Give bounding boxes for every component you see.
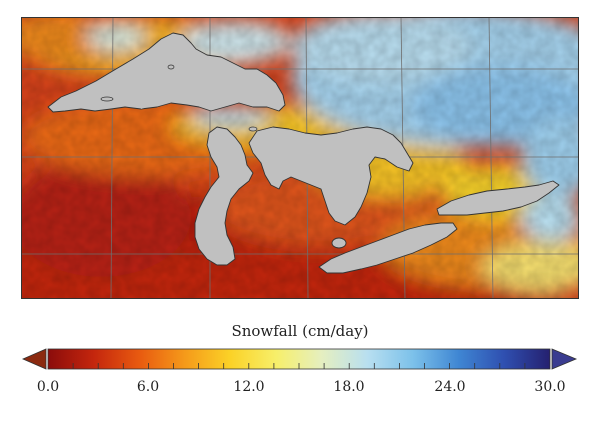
lake-michigan bbox=[194, 126, 254, 266]
tick-label-4: 24.0 bbox=[434, 379, 466, 395]
colorbar-ticks bbox=[72, 363, 526, 369]
snowfall-map bbox=[21, 17, 579, 299]
lake-st-clair bbox=[331, 237, 347, 249]
tick-label-3: 18.0 bbox=[333, 379, 365, 395]
colorbar bbox=[20, 346, 580, 386]
great-lakes bbox=[47, 32, 560, 274]
lake-huron bbox=[248, 126, 414, 226]
map-border bbox=[21, 17, 579, 299]
colorbar-title: Snowfall (cm/day) bbox=[231, 322, 369, 340]
snowfall-field bbox=[21, 17, 579, 299]
tick-label-0: 0.0 bbox=[36, 379, 60, 395]
lake-superior bbox=[47, 32, 286, 113]
lake-ontario bbox=[436, 180, 560, 216]
tick-label-1: 6.0 bbox=[136, 379, 160, 395]
colorbar-svg bbox=[21, 348, 578, 370]
lake-erie bbox=[318, 222, 458, 274]
colorbar-low-extend-arrow bbox=[21, 348, 47, 370]
colorbar-high-extend-arrow bbox=[551, 348, 578, 370]
tick-label-5: 30.0 bbox=[534, 379, 566, 395]
map-svg bbox=[21, 17, 579, 299]
tick-label-2: 12.0 bbox=[233, 379, 265, 395]
